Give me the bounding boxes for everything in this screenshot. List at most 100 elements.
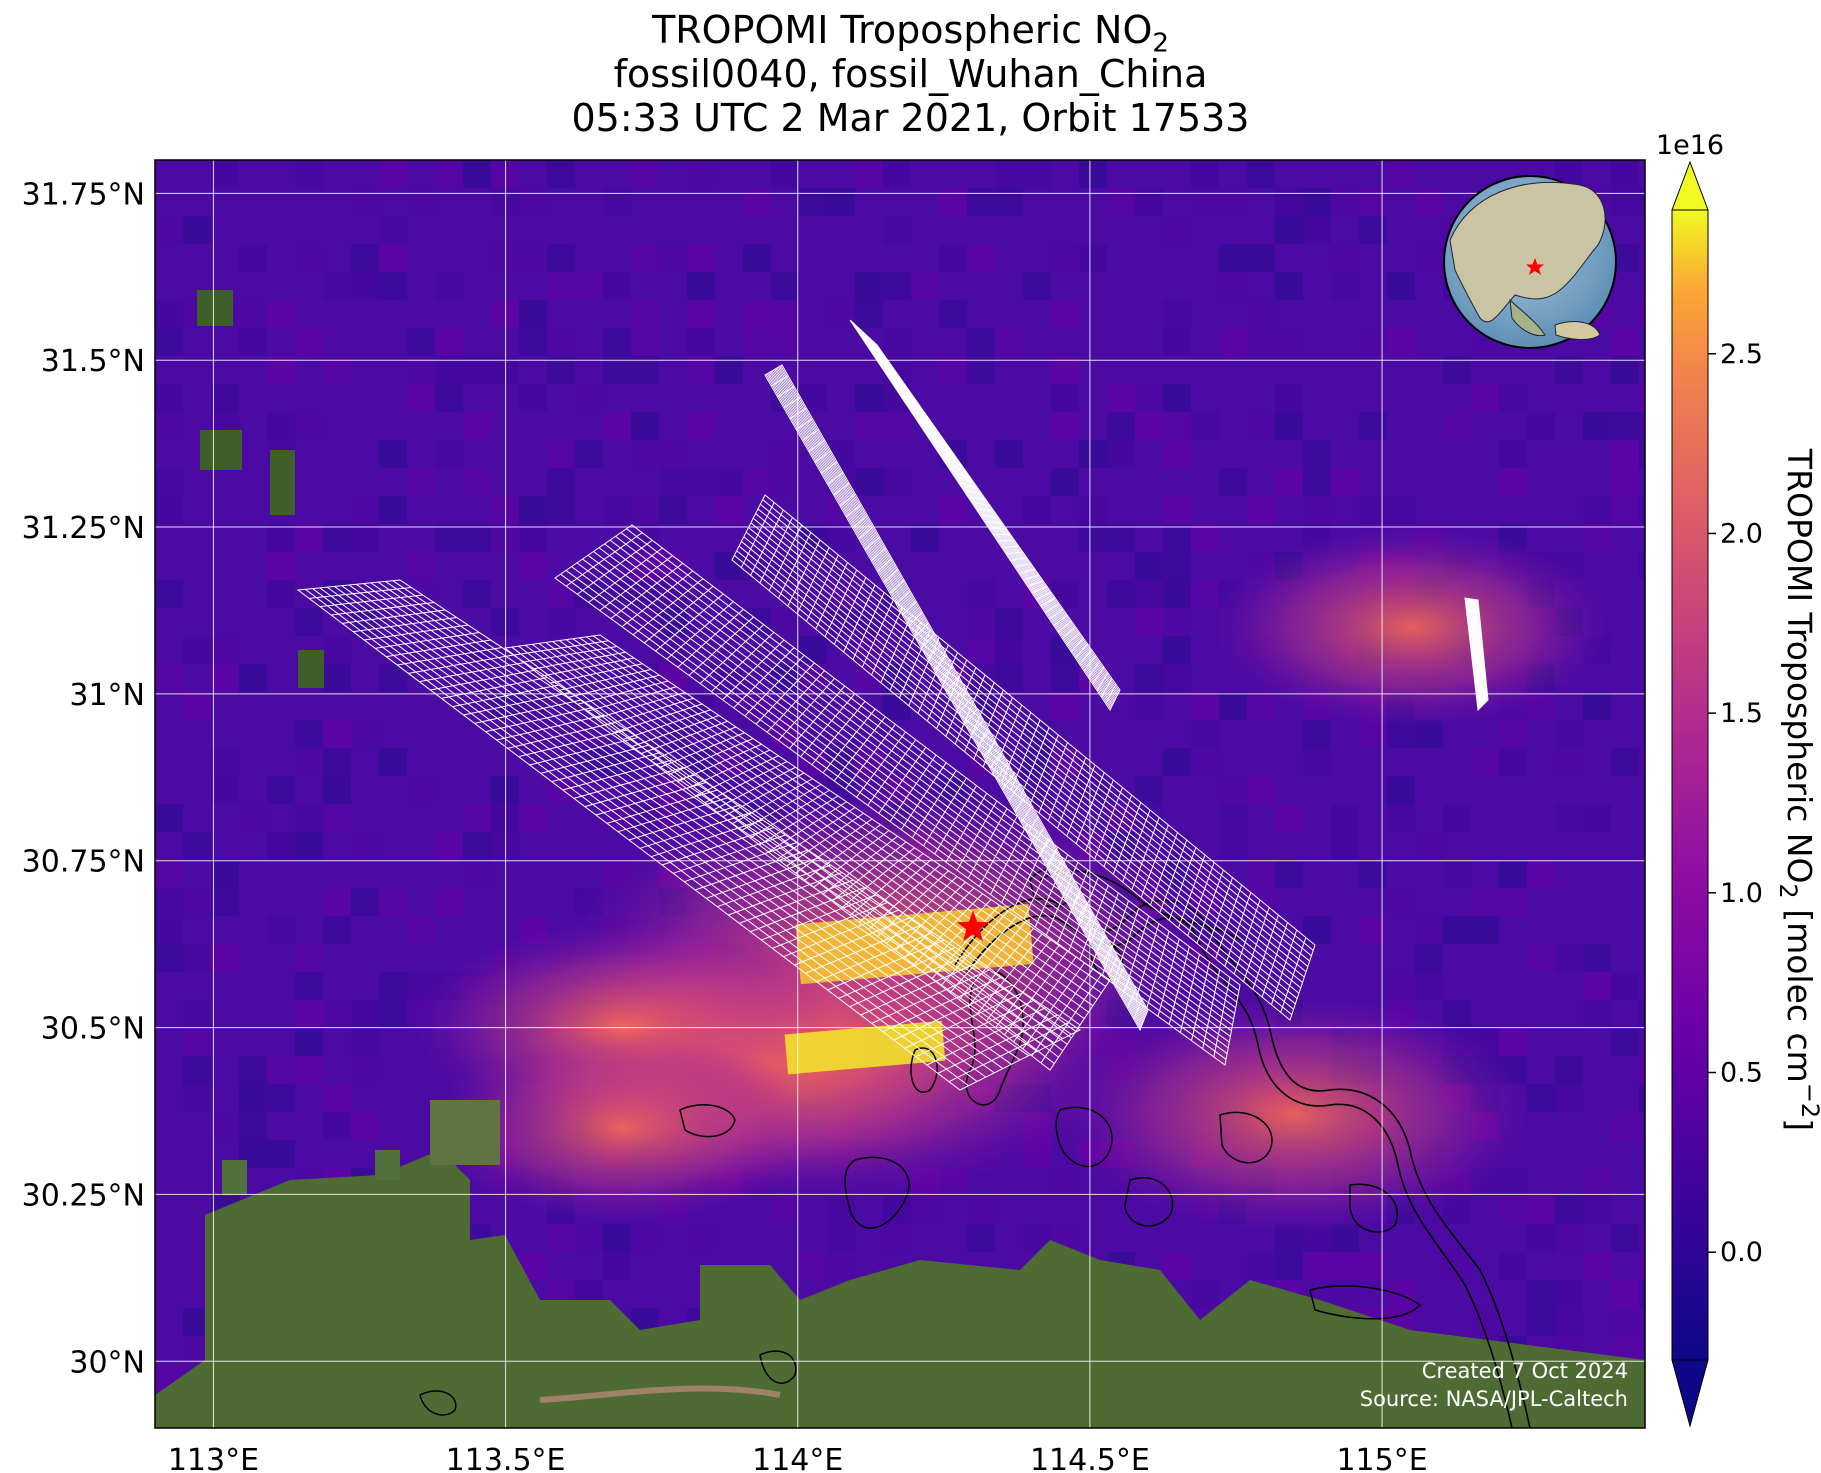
no2-pixel xyxy=(211,1112,239,1140)
no2-pixel xyxy=(211,748,239,776)
no2-pixel xyxy=(855,300,883,328)
no2-pixel xyxy=(323,720,351,748)
no2-pixel xyxy=(1611,1280,1639,1308)
latitude-tick-label: 30.25°N xyxy=(22,1178,145,1213)
no2-pixel xyxy=(1387,160,1415,188)
no2-pixel xyxy=(295,244,323,272)
no2-pixel xyxy=(1387,328,1415,356)
colorbar-tick-label: 1.5 xyxy=(1720,698,1763,729)
no2-pixel xyxy=(211,160,239,188)
no2-pixel xyxy=(771,608,799,636)
no2-pixel xyxy=(407,188,435,216)
no2-pixel xyxy=(323,1000,351,1028)
no2-pixel xyxy=(295,748,323,776)
no2-pixel xyxy=(1611,328,1639,356)
no2-pixel xyxy=(491,776,519,804)
longitude-tick-label: 113°E xyxy=(168,1443,259,1473)
globe-target-star-icon xyxy=(1526,258,1544,275)
credit-created: Created 7 Oct 2024 xyxy=(1422,1359,1628,1383)
no2-pixel xyxy=(463,580,491,608)
land-imagery-patch xyxy=(197,290,233,326)
no2-pixel xyxy=(295,328,323,356)
no2-pixel xyxy=(1639,272,1645,300)
no2-pixel xyxy=(323,272,351,300)
no2-pixel xyxy=(1639,188,1645,216)
no2-pixel xyxy=(967,1196,995,1224)
swath-grid xyxy=(296,579,1081,1091)
no2-pixel xyxy=(1639,300,1645,328)
longitude-tick-labels: 113°E 113.5°E 114°E 114.5°E 115°E xyxy=(168,1443,1428,1473)
no2-pixel xyxy=(323,916,351,944)
no2-pixel xyxy=(771,160,799,188)
no2-pixel xyxy=(687,300,715,328)
no2-pixel xyxy=(267,580,295,608)
target-star-marker xyxy=(956,910,990,942)
no2-pixel xyxy=(883,328,911,356)
no2-pixel xyxy=(211,636,239,664)
no2-pixel xyxy=(1135,580,1163,608)
swath-grid xyxy=(849,319,1121,711)
no2-pixel xyxy=(631,1224,659,1252)
no2-pixel xyxy=(1639,552,1645,580)
no2-pixel xyxy=(155,412,183,440)
no2-pixel xyxy=(1387,972,1415,1000)
no2-pixel xyxy=(351,524,379,552)
map-gridlines xyxy=(155,160,1645,1428)
no2-pixel xyxy=(1611,188,1639,216)
no2-pixel xyxy=(1555,1308,1583,1336)
no2-pixel xyxy=(855,272,883,300)
no2-pixel xyxy=(1107,580,1135,608)
no2-pixel xyxy=(295,1000,323,1028)
no2-pixel xyxy=(1527,1280,1555,1308)
no2-pixel xyxy=(1359,328,1387,356)
colorbar-extend-bottom xyxy=(1671,1359,1709,1428)
no2-pixel xyxy=(1471,916,1499,944)
no2-pixel xyxy=(1387,272,1415,300)
no2-pixel xyxy=(1163,300,1191,328)
no2-pixel xyxy=(883,1224,911,1252)
no2-pixel xyxy=(995,608,1023,636)
no2-pixel xyxy=(743,188,771,216)
no2-pixel xyxy=(183,888,211,916)
no2-pixel xyxy=(435,524,463,552)
no2-pixel xyxy=(827,188,855,216)
latitude-tick-label: 30.5°N xyxy=(41,1012,145,1047)
colorbar-tick-label: 1.0 xyxy=(1720,878,1763,909)
no2-pixel xyxy=(1611,972,1639,1000)
no2-pixel xyxy=(1443,860,1471,888)
no2-pixel xyxy=(1163,1252,1191,1280)
no2-pixel xyxy=(1051,300,1079,328)
no2-pixel xyxy=(939,244,967,272)
swath-grid xyxy=(554,524,1241,1066)
no2-pixel xyxy=(1191,748,1219,776)
no2-pixel xyxy=(995,328,1023,356)
no2-pixel xyxy=(323,748,351,776)
no2-pixel xyxy=(1275,1252,1303,1280)
no2-pixel xyxy=(1163,216,1191,244)
no2-pixel xyxy=(155,860,183,888)
longitude-tick-label: 113.5°E xyxy=(446,1443,566,1473)
latitude-tick-label: 30.75°N xyxy=(22,845,145,880)
no2-pixel xyxy=(1583,1252,1611,1280)
no2-pixel xyxy=(631,496,659,524)
no2-pixel xyxy=(323,804,351,832)
no2-pixel xyxy=(547,468,575,496)
no2-pixel xyxy=(575,272,603,300)
no2-pixel xyxy=(1275,216,1303,244)
no2-pixel xyxy=(1583,496,1611,524)
no2-pixel xyxy=(743,692,771,720)
no2-pixel xyxy=(1499,888,1527,916)
no2-pixel xyxy=(1191,412,1219,440)
no2-pixel xyxy=(1331,1280,1359,1308)
no2-pixel xyxy=(1527,1224,1555,1252)
no2-pixel xyxy=(1415,916,1443,944)
no2-pixel xyxy=(547,1224,575,1252)
no2-pixel xyxy=(379,664,407,692)
no2-pixel xyxy=(323,1112,351,1140)
no2-pixel xyxy=(1359,188,1387,216)
no2-pixel xyxy=(379,888,407,916)
no2-pixel xyxy=(1275,188,1303,216)
no2-pixel xyxy=(855,384,883,412)
no2-pixel xyxy=(183,944,211,972)
